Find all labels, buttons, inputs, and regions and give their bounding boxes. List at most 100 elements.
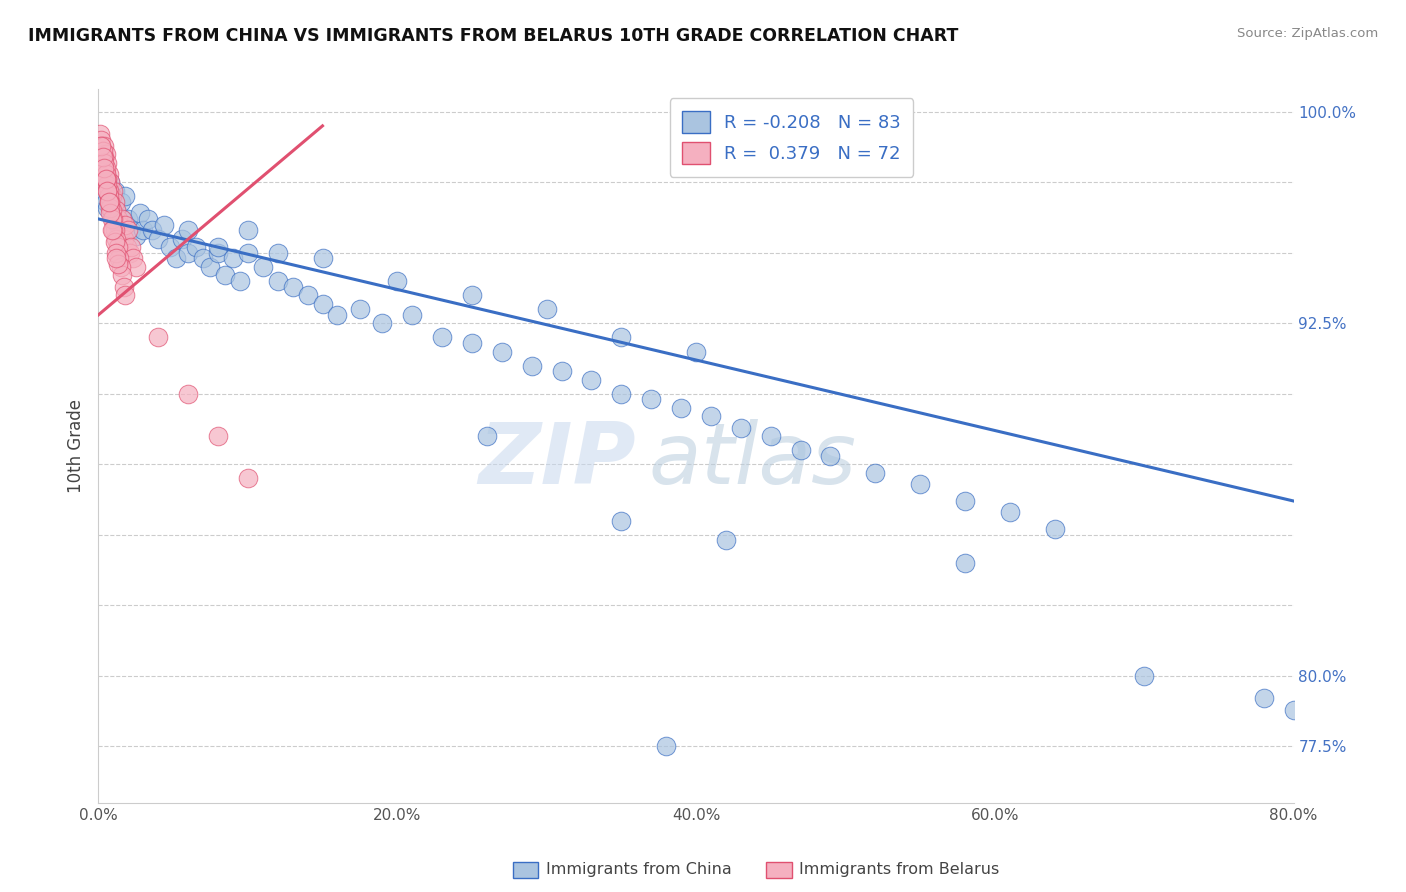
Point xyxy=(475,429,498,443)
Point xyxy=(207,240,229,254)
Point xyxy=(141,223,163,237)
Point xyxy=(401,308,423,322)
Point xyxy=(111,211,134,226)
Point xyxy=(105,245,128,260)
Point xyxy=(101,223,124,237)
Point xyxy=(117,223,139,237)
Point xyxy=(865,466,887,480)
Point xyxy=(98,194,122,209)
Point xyxy=(267,274,290,288)
Point xyxy=(90,138,112,153)
Point xyxy=(98,175,122,189)
Point xyxy=(610,514,633,528)
Text: Source: ZipAtlas.com: Source: ZipAtlas.com xyxy=(1237,27,1378,40)
Point xyxy=(700,409,723,424)
Point xyxy=(640,392,662,407)
Point xyxy=(93,189,115,203)
Point xyxy=(115,240,138,254)
Point xyxy=(118,245,141,260)
Point xyxy=(136,211,159,226)
Text: Immigrants from China: Immigrants from China xyxy=(546,863,731,877)
Point xyxy=(536,302,558,317)
Point xyxy=(371,316,394,330)
Point xyxy=(94,147,117,161)
Point xyxy=(236,471,259,485)
Text: ZIP: ZIP xyxy=(478,418,637,502)
Point xyxy=(789,443,811,458)
Point xyxy=(714,533,737,548)
Point xyxy=(252,260,274,274)
Point xyxy=(96,184,118,198)
Point xyxy=(98,175,122,189)
Point xyxy=(94,167,117,181)
Point xyxy=(121,252,143,266)
Point xyxy=(759,429,782,443)
Point xyxy=(98,201,122,215)
Point xyxy=(96,155,118,169)
Legend: R = -0.208   N = 83, R =  0.379   N = 72: R = -0.208 N = 83, R = 0.379 N = 72 xyxy=(669,98,914,177)
Point xyxy=(520,359,543,373)
Point xyxy=(96,172,118,186)
Point xyxy=(97,167,120,181)
Point xyxy=(103,189,125,203)
Point xyxy=(177,245,200,260)
Point xyxy=(820,449,842,463)
Point xyxy=(90,175,112,189)
Point xyxy=(111,211,134,226)
Point xyxy=(581,373,603,387)
Point xyxy=(112,279,135,293)
Point xyxy=(461,336,484,351)
Point xyxy=(1043,522,1066,536)
Point xyxy=(96,184,118,198)
Point xyxy=(93,155,115,169)
Point xyxy=(669,401,692,415)
Point xyxy=(172,232,194,246)
Point xyxy=(97,184,120,198)
Point xyxy=(120,240,142,254)
Point xyxy=(349,302,371,317)
Point xyxy=(103,211,125,226)
Point xyxy=(107,211,129,226)
Point xyxy=(153,218,176,232)
Point xyxy=(97,189,120,203)
Point xyxy=(222,252,245,266)
Point xyxy=(105,203,128,218)
Point xyxy=(94,172,117,186)
Point xyxy=(108,218,131,232)
Point xyxy=(101,203,124,218)
Point xyxy=(148,232,170,246)
Point xyxy=(105,203,128,218)
Point xyxy=(953,494,976,508)
Point xyxy=(91,150,114,164)
Point xyxy=(110,260,132,274)
Point xyxy=(94,194,117,209)
Point xyxy=(207,429,229,443)
Y-axis label: 10th Grade: 10th Grade xyxy=(67,399,86,493)
Text: atlas: atlas xyxy=(648,418,856,502)
Point xyxy=(91,155,114,169)
Point xyxy=(107,240,129,254)
Point xyxy=(96,201,118,215)
Point xyxy=(385,274,409,288)
Point xyxy=(96,178,118,193)
Point xyxy=(104,194,127,209)
Point xyxy=(103,223,125,237)
Point xyxy=(93,161,115,176)
Point xyxy=(908,477,931,491)
Point xyxy=(200,260,222,274)
Point xyxy=(165,252,187,266)
Point xyxy=(953,556,976,570)
Point xyxy=(326,308,349,322)
Point xyxy=(91,147,114,161)
Point xyxy=(610,330,633,344)
Point xyxy=(97,184,120,198)
Point xyxy=(1133,669,1156,683)
Point xyxy=(267,245,290,260)
Point xyxy=(96,175,118,189)
Point xyxy=(90,133,112,147)
Point xyxy=(998,505,1021,519)
Point xyxy=(91,184,114,198)
Point xyxy=(125,228,148,243)
Point xyxy=(229,274,252,288)
Point xyxy=(685,344,707,359)
